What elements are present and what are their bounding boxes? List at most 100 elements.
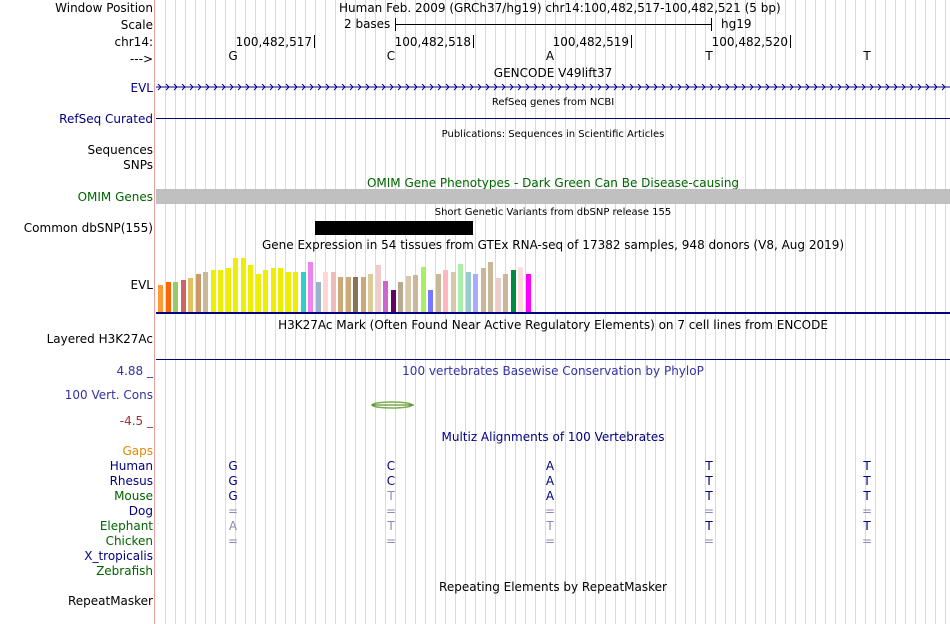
gtex-tissue-bar[interactable] <box>345 277 351 312</box>
phylop-label[interactable]: 100 Vert. Cons <box>64 388 153 402</box>
gtex-title[interactable]: Gene Expression in 54 tissues from GTEx … <box>261 238 845 252</box>
sequences-label[interactable]: Sequences <box>87 143 153 157</box>
repeatmasker-label[interactable]: RepeatMasker <box>67 594 153 608</box>
gtex-tissue-bar[interactable] <box>443 270 448 312</box>
phylop-signal[interactable] <box>370 400 416 410</box>
phylop-title[interactable]: 100 vertebrates Basewise Conservation by… <box>402 364 704 378</box>
refseq-gene-line[interactable] <box>156 118 950 119</box>
repeatmasker-title[interactable]: Repeating Elements by RepeatMasker <box>439 580 667 594</box>
gtex-tissue-bar[interactable] <box>473 274 478 312</box>
species-base: G <box>228 474 238 488</box>
gtex-tissue-bar[interactable] <box>390 290 396 312</box>
gtex-tissue-bar[interactable] <box>248 265 253 312</box>
gtex-tissue-bar[interactable] <box>353 277 358 312</box>
evl-label[interactable]: EVL <box>130 81 153 95</box>
gtex-tissue-bar[interactable] <box>405 276 411 312</box>
species-base: A <box>545 489 555 503</box>
gtex-tissue-bar[interactable] <box>218 270 223 312</box>
gtex-tissue-bar[interactable] <box>503 274 508 312</box>
gtex-tissue-bar[interactable] <box>398 282 403 312</box>
gtex-tissue-bar[interactable] <box>368 274 373 312</box>
gtex-tissue-bar[interactable] <box>428 290 433 312</box>
gtex-tissue-bar[interactable] <box>263 270 268 312</box>
species-label[interactable]: Elephant <box>99 519 153 533</box>
gtex-tissue-bar[interactable] <box>338 277 343 312</box>
species-base: C <box>386 474 396 488</box>
gtex-tissue-bar[interactable] <box>330 272 336 312</box>
gtex-tissue-bar[interactable] <box>293 272 298 312</box>
gtex-tissue-bar[interactable] <box>450 272 456 312</box>
gtex-tissue-bar[interactable] <box>375 265 381 312</box>
gtex-tissue-bar[interactable] <box>203 272 208 312</box>
gtex-tissue-bar[interactable] <box>420 267 426 312</box>
species-base: G <box>228 459 238 473</box>
gtex-tissue-bar[interactable] <box>383 281 388 312</box>
species-label[interactable]: Zebrafish <box>96 564 153 578</box>
species-label[interactable]: Human <box>109 459 153 473</box>
dbsnp-variant-bar[interactable] <box>315 221 473 235</box>
gtex-tissue-bar[interactable] <box>278 268 283 312</box>
dbsnp-title[interactable]: Short Genetic Variants from dbSNP releas… <box>434 207 672 218</box>
omim-label[interactable]: OMIM Genes <box>77 190 153 204</box>
gtex-tissue-bar[interactable] <box>360 277 366 312</box>
gtex-tissue-bar[interactable] <box>195 274 201 312</box>
species-label[interactable]: Dog <box>128 504 153 518</box>
gtex-tissue-bar[interactable] <box>233 258 238 312</box>
omim-gene-bar[interactable] <box>156 189 950 204</box>
gtex-bar-chart[interactable] <box>156 252 556 312</box>
gtex-tissue-bar[interactable] <box>173 282 178 312</box>
refseq-label[interactable]: RefSeq Curated <box>59 112 153 126</box>
gtex-tissue-bar[interactable] <box>300 272 306 312</box>
species-base: T <box>705 474 713 488</box>
species-base: T <box>546 519 554 533</box>
gtex-tissue-bar[interactable] <box>225 268 231 312</box>
species-base: = <box>385 504 397 518</box>
h3k27ac-title[interactable]: H3K27Ac Mark (Often Found Near Active Re… <box>278 318 828 332</box>
gtex-tissue-bar[interactable] <box>158 285 163 312</box>
gtex-tissue-bar[interactable] <box>480 268 486 312</box>
gtex-tissue-bar[interactable] <box>270 268 276 312</box>
gtex-tissue-bar[interactable] <box>413 275 418 312</box>
gtex-tissue-bar[interactable] <box>488 262 493 312</box>
species-label[interactable]: Mouse <box>114 489 153 503</box>
gencode-title[interactable]: GENCODE V49lift37 <box>493 66 613 80</box>
gtex-tissue-bar[interactable] <box>323 272 328 312</box>
gtex-tissue-bar[interactable] <box>188 278 193 312</box>
gtex-tissue-bar[interactable] <box>518 267 523 312</box>
gtex-tissue-bar[interactable] <box>465 272 471 312</box>
dbsnp-label[interactable]: Common dbSNP(155) <box>23 221 153 235</box>
species-base: = <box>861 534 873 548</box>
gtex-tissue-bar[interactable] <box>210 270 216 312</box>
gtex-tissue-bar[interactable] <box>510 270 516 312</box>
gtex-tissue-bar[interactable] <box>165 282 171 312</box>
gaps-label[interactable]: Gaps <box>122 444 153 458</box>
gtex-tissue-bar[interactable] <box>315 282 321 312</box>
gtex-tissue-bar[interactable] <box>308 262 313 312</box>
scale-bar-right-cap <box>711 18 712 31</box>
gtex-tissue-bar[interactable] <box>255 274 261 312</box>
gtex-tissue-bar[interactable] <box>495 278 501 312</box>
refseq-title[interactable]: RefSeq genes from NCBI <box>491 97 615 108</box>
window-position-value[interactable]: Human Feb. 2009 (GRCh37/hg19) chr14:100,… <box>339 1 781 15</box>
species-base: T <box>863 474 871 488</box>
scale-label: Scale <box>120 18 153 32</box>
publications-title[interactable]: Publications: Sequences in Scientific Ar… <box>441 129 665 140</box>
gtex-tissue-bar[interactable] <box>525 274 531 312</box>
species-label[interactable]: Chicken <box>105 534 153 548</box>
gtex-tissue-bar[interactable] <box>285 272 291 312</box>
gtex-tissue-bar[interactable] <box>180 280 186 312</box>
omim-title[interactable]: OMIM Gene Phenotypes - Dark Green Can Be… <box>366 176 740 190</box>
scale-assembly: hg19 <box>721 17 752 31</box>
evl-gene-track[interactable] <box>156 80 950 94</box>
gtex-tissue-bar[interactable] <box>240 258 246 312</box>
gtex-label[interactable]: EVL <box>130 278 153 292</box>
coordinate-tick-label: 100,482,520 <box>711 35 788 49</box>
h3k27ac-label[interactable]: Layered H3K27Ac <box>46 332 153 346</box>
snps-label[interactable]: SNPs <box>123 158 153 172</box>
species-label[interactable]: X_tropicalis <box>84 549 153 563</box>
gtex-tissue-bar[interactable] <box>435 274 441 312</box>
gtex-tissue-bar[interactable] <box>458 264 463 312</box>
species-label[interactable]: Rhesus <box>109 474 153 488</box>
species-base: = <box>227 504 239 518</box>
multiz-title[interactable]: Multiz Alignments of 100 Vertebrates <box>441 430 665 444</box>
